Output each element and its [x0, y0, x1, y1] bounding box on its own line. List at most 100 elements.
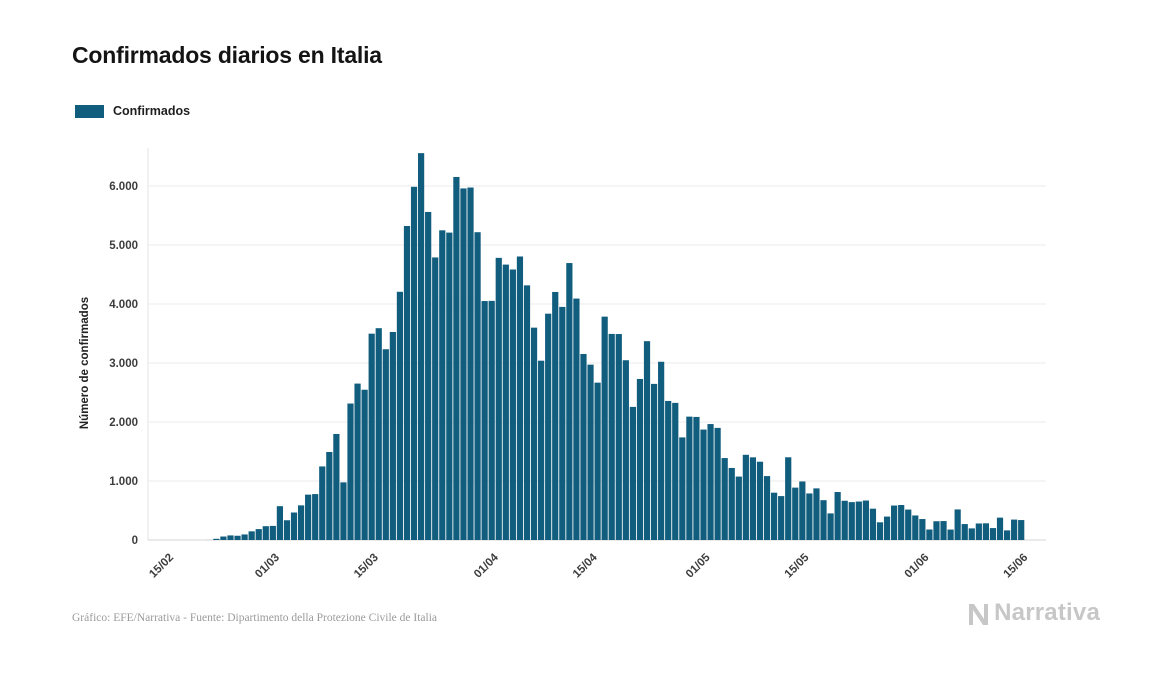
y-tick-label: 2.000: [109, 417, 138, 429]
x-tick-label: 15/02: [147, 552, 176, 581]
bar: [559, 306, 566, 540]
x-tick-label: 15/04: [571, 551, 600, 580]
bar: [269, 525, 276, 540]
bar: [827, 513, 834, 540]
bar: [530, 327, 538, 540]
y-tick-label: 1.000: [109, 476, 138, 488]
bar: [954, 509, 961, 540]
bar: [841, 500, 848, 540]
bar: [425, 211, 432, 540]
y-tick-label: 0: [132, 535, 138, 547]
bar: [891, 505, 898, 540]
bar: [778, 496, 785, 540]
bar: [587, 364, 594, 540]
bar: [354, 383, 361, 540]
bar: [968, 528, 975, 540]
bar: [403, 226, 411, 540]
bar: [326, 451, 333, 540]
bar: [545, 313, 552, 540]
bar: [333, 433, 340, 540]
bar: [650, 383, 658, 540]
narrativa-logo: Narrativa: [966, 599, 1100, 627]
bar: [312, 494, 319, 540]
bar: [361, 389, 368, 540]
bar: [771, 492, 778, 540]
bar: [319, 466, 326, 540]
bar: [241, 534, 248, 540]
bar: [855, 501, 862, 540]
bar: [961, 524, 968, 540]
bar: [940, 521, 947, 540]
bar: [862, 500, 869, 540]
bar: [905, 509, 912, 540]
bar: [248, 531, 255, 540]
bar: [375, 328, 382, 540]
bar: [813, 488, 820, 541]
bar: [806, 493, 813, 540]
bar: [686, 416, 693, 540]
bar: [989, 528, 997, 540]
bar: [213, 538, 220, 540]
bar: [799, 481, 806, 540]
bar: [749, 457, 757, 540]
page-title: Confirmados diarios en Italia: [72, 42, 382, 68]
bar: [453, 176, 460, 540]
bar: [996, 517, 1004, 540]
y-tick-label: 3.000: [109, 358, 138, 370]
bar: [848, 502, 855, 540]
bar: [975, 523, 982, 540]
bar: [516, 256, 524, 540]
bar: [876, 522, 884, 540]
x-tick-label: 01/04: [472, 551, 501, 580]
y-axis-label: Número de confirmados: [79, 297, 91, 429]
bar: [220, 536, 227, 540]
bar: [340, 482, 347, 540]
bar: [933, 521, 940, 540]
bar: [523, 285, 531, 540]
bar: [1018, 520, 1025, 540]
bar: [735, 476, 742, 540]
bar: [792, 487, 799, 540]
y-tick-label: 5.000: [109, 240, 138, 252]
bar: [742, 454, 749, 540]
y-tick-label: 6.000: [109, 181, 138, 193]
bar: [396, 291, 404, 540]
bar: [305, 494, 312, 540]
bar: [566, 263, 573, 540]
bar: [700, 429, 707, 540]
bar-series: [206, 153, 1025, 541]
legend-label: Confirmados: [113, 104, 191, 118]
bar: [418, 153, 425, 540]
footer-credit: Gráfico: EFE/Narrativa - Fuente: Diparti…: [72, 612, 438, 624]
x-axis-ticks: 15/02 01/03 15/03 01/04 15/04 01/05 15/05 01/06…: [147, 551, 1030, 580]
legend-swatch: [75, 104, 104, 118]
bar: [869, 508, 877, 540]
bar: [552, 291, 559, 540]
x-tick-label: 15/05: [783, 551, 812, 580]
bar: [707, 424, 714, 540]
bar: [608, 333, 615, 540]
bar: [820, 500, 827, 540]
bar: [1003, 530, 1011, 540]
bar: [615, 334, 622, 540]
bar: [255, 529, 262, 540]
bar: [947, 529, 954, 540]
bar: [756, 461, 764, 540]
bar: [594, 382, 601, 540]
bar: [389, 331, 396, 540]
bar: [714, 427, 721, 540]
bar: [580, 353, 587, 540]
bar: [721, 458, 728, 540]
bar: [410, 186, 418, 540]
bar: [898, 505, 905, 540]
bar: [728, 467, 735, 540]
bar: [785, 457, 792, 540]
bar: [439, 230, 446, 540]
bar: [502, 264, 509, 540]
bar: [297, 505, 305, 540]
narrativa-mark-icon: [969, 603, 989, 625]
y-axis-ticks: 0 1.000 2.000 3.000 4.000 5.000 6.000: [109, 181, 138, 547]
bar: [538, 360, 545, 540]
bar: [495, 257, 502, 540]
